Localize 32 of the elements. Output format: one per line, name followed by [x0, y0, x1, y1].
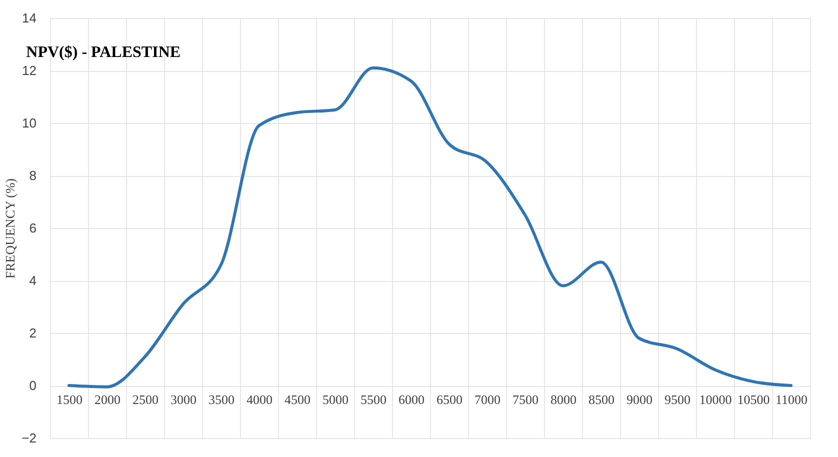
x-tick-label: 5000 — [322, 392, 348, 407]
y-tick-label: 12 — [22, 63, 36, 78]
y-tick-label: 6 — [29, 220, 36, 236]
x-tick-label: 6500 — [436, 392, 462, 407]
text: NPV($) - PALESTINE — [26, 44, 181, 61]
x-tick-label: 9500 — [664, 392, 690, 407]
y-axis-title: FREQUENCY (%) — [2, 178, 18, 279]
x-tick-label: 9000 — [626, 392, 652, 407]
y-tick-label: 8 — [29, 168, 36, 183]
x-tick-label: 3500 — [208, 392, 234, 407]
x-tick-label: 8500 — [588, 392, 614, 407]
x-tick-label: 7000 — [474, 392, 500, 407]
line-series — [68, 66, 792, 388]
y-tick-label: 14 — [22, 10, 36, 26]
x-tick-label: 3000 — [170, 392, 196, 407]
x-tick-label: 10500 — [737, 392, 770, 407]
x-tick-label: 7500 — [512, 392, 538, 407]
x-tick-label: 6000 — [398, 392, 424, 407]
x-tick-label: 4500 — [284, 392, 310, 407]
x-tick-label: 10000 — [699, 392, 732, 407]
x-tick-label: 5500 — [360, 392, 386, 407]
y-tick-label: 10 — [22, 116, 36, 130]
x-tick-label: 2000 — [94, 392, 120, 407]
x-tick-label: 2500 — [132, 392, 158, 407]
x-tick-label: 8000 — [550, 392, 576, 407]
x-tick-label: 4000 — [246, 392, 272, 407]
y-tick-label: −2 — [22, 430, 36, 446]
y-tick-label: 4 — [29, 273, 36, 288]
y-tick-label: 2 — [29, 326, 36, 340]
x-tick-label: 1500 — [56, 392, 82, 407]
x-tick-label: 11000 — [775, 392, 808, 407]
y-tick-label: 0 — [29, 378, 36, 393]
